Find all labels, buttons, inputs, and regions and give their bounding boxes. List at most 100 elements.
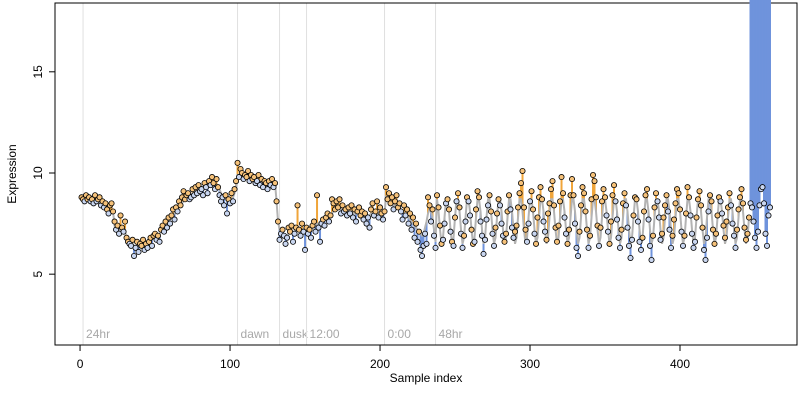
data-point [597,224,604,231]
data-point [519,167,526,174]
data-point [377,204,384,211]
data-point [528,188,535,195]
data-point [399,216,406,223]
data-point [549,178,556,185]
data-point [554,238,561,245]
data-point [531,230,538,237]
data-point [680,242,687,249]
data-point [453,198,460,205]
data-point [489,230,496,237]
data-point [461,232,468,239]
data-point [222,192,229,199]
data-point [525,220,532,227]
y-axis-label: Expression [5,144,19,203]
data-point [605,228,612,235]
data-point [479,232,486,239]
data-point [473,206,480,213]
data-point [564,240,571,247]
x-axis-label: Sample index [390,371,463,385]
data-point [290,238,297,245]
data-point [485,202,492,209]
data-point [551,202,558,209]
data-point [581,190,588,197]
data-point [213,176,220,183]
data-point [317,238,324,245]
data-point [501,238,508,245]
data-point [560,190,567,197]
data-point [174,208,181,215]
data-point [476,194,483,201]
data-point [518,180,525,187]
data-point [753,244,760,251]
data-point [167,220,174,227]
data-point [413,220,420,227]
data-point [381,208,388,215]
data-point [750,218,757,225]
data-point [719,210,726,217]
annotation-label: 24hr [86,327,110,341]
data-point [210,180,217,187]
data-point [585,244,592,251]
data-point [492,224,499,231]
data-point [416,228,423,235]
data-point [635,218,642,225]
data-point [488,208,495,215]
data-point [575,252,582,259]
data-point [366,224,373,231]
data-point [302,246,309,253]
data-point [339,202,346,209]
data-point [497,202,504,209]
data-point [671,216,678,223]
data-point [645,216,652,223]
data-point [686,194,693,201]
data-point [171,216,178,223]
data-point [440,236,447,243]
data-point [618,226,625,233]
data-point [380,216,387,223]
data-point [495,196,502,203]
data-point [653,190,660,197]
data-point [737,194,744,201]
data-point [633,196,640,203]
data-point [428,218,435,225]
data-point [273,198,280,205]
data-point [231,186,238,193]
data-point [668,244,675,251]
data-point [704,234,711,241]
data-point [609,192,616,199]
data-point [156,238,163,245]
data-point [155,232,162,239]
data-point [749,204,756,211]
data-point [678,228,685,235]
data-point [636,238,643,245]
data-point [543,236,550,243]
data-point [744,230,751,237]
data-point [297,232,304,239]
data-point [648,257,655,264]
annotation-label: dusk [283,327,309,341]
data-point [347,210,354,217]
data-point [450,242,457,249]
data-point [432,244,439,251]
data-point [482,236,489,243]
data-point [204,190,211,197]
data-point [131,252,138,259]
data-point [362,210,369,217]
data-point [717,198,724,205]
data-point [647,242,654,249]
data-point [690,244,697,251]
data-point [687,212,694,219]
data-point [644,186,651,193]
data-point [510,234,517,241]
data-point [515,204,522,211]
data-point [530,206,537,213]
x-tick-label: 0 [77,357,84,371]
data-point [462,218,469,225]
data-point [537,184,544,191]
data-point [599,198,606,205]
data-point [284,234,291,241]
data-point [456,204,463,211]
data-point [731,232,738,239]
data-point [465,198,472,205]
data-point [596,242,603,249]
